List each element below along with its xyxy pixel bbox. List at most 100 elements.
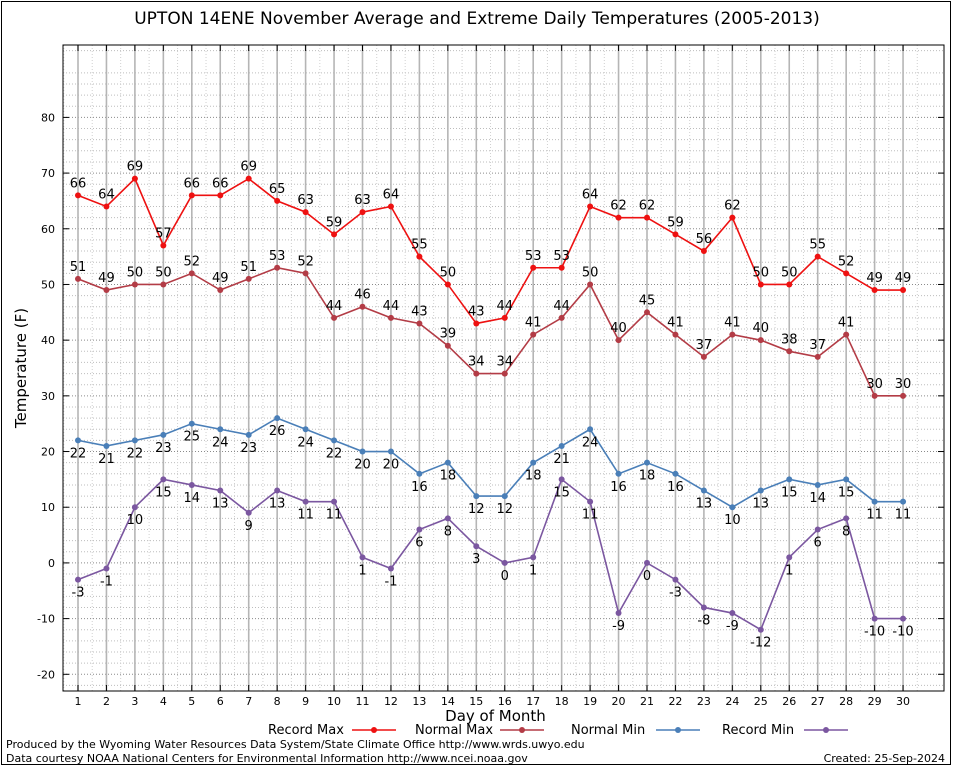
record-min-point [843, 515, 850, 522]
record-max-data-label: 69 [240, 160, 257, 175]
record-max-point [558, 264, 565, 271]
legend-marker-normal-max [519, 727, 525, 733]
normal-min-point [871, 498, 878, 505]
record-min-data-label: -10 [892, 625, 913, 640]
normal-max-point [615, 337, 622, 344]
x-axis-label: Day of Month [445, 707, 546, 725]
normal-min-data-label: 15 [781, 485, 798, 500]
normal-max-data-label: 53 [269, 249, 286, 264]
footer-created: Created: 25-Sep-2024 [823, 752, 945, 765]
record-max-point [644, 214, 650, 221]
normal-min-point [416, 470, 423, 477]
record-min-point [160, 476, 167, 483]
normal-min-point [558, 442, 565, 449]
record-min-data-label: -3 [72, 586, 85, 601]
record-max-point [245, 175, 252, 182]
normal-min-point [302, 426, 309, 433]
normal-max-data-label: 40 [753, 321, 770, 336]
normal-max-point [217, 287, 224, 294]
normal-max-point [587, 281, 594, 288]
normal-min-data-label: 10 [724, 513, 741, 528]
normal-max-point [359, 303, 366, 310]
record-min-point [558, 476, 565, 483]
normal-max-point [871, 392, 878, 399]
record-max-point [160, 242, 167, 249]
normal-min-point [615, 470, 622, 477]
x-tick-label: 15 [469, 695, 483, 708]
record-min-point [501, 559, 508, 566]
normal-min-data-label: 15 [838, 485, 855, 500]
normal-min-point [814, 481, 821, 488]
y-tick-label: 80 [41, 111, 55, 124]
y-tick-label: 0 [48, 557, 55, 570]
normal-max-data-label: 49 [212, 271, 229, 286]
record-max-data-label: 66 [70, 176, 87, 191]
record-max-point [302, 209, 309, 216]
normal-min-point [245, 431, 252, 438]
record-min-point [245, 509, 252, 516]
normal-min-data-label: 14 [809, 491, 826, 506]
normal-min-point [729, 504, 736, 511]
record-min-data-label: 0 [501, 569, 509, 584]
x-tick-label: 18 [555, 695, 569, 708]
normal-max-point [103, 287, 110, 294]
normal-max-data-label: 51 [70, 260, 87, 275]
record-min-point [387, 565, 394, 572]
record-max-point [359, 209, 366, 216]
record-max-point [416, 253, 423, 260]
record-max-data-label: 49 [866, 271, 883, 286]
record-min-point [217, 487, 224, 494]
normal-max-data-label: 50 [582, 265, 599, 280]
x-tick-label: 8 [274, 695, 281, 708]
x-tick-label: 11 [356, 695, 370, 708]
record-max-point [103, 203, 110, 210]
y-tick-label: 40 [41, 334, 55, 347]
record-min-point [786, 554, 793, 561]
normal-max-data-label: 44 [383, 299, 400, 314]
record-min-data-label: -9 [726, 619, 739, 634]
record-max-data-label: 43 [468, 304, 485, 319]
normal-max-point [245, 275, 252, 282]
legend-label-record-min: Record Min [722, 723, 794, 738]
record-max-point [786, 281, 793, 288]
record-min-point [188, 481, 195, 488]
x-tick-label: 7 [245, 695, 252, 708]
normal-min-data-label: 22 [326, 446, 343, 461]
record-min-point [615, 610, 622, 617]
legend-label-normal-max: Normal Max [415, 723, 493, 738]
record-min-point [75, 576, 81, 583]
normal-max-line [77, 266, 904, 397]
record-max-point [217, 192, 224, 199]
x-tick-label: 5 [188, 695, 195, 708]
record-min-point [700, 604, 707, 611]
y-tick-label: 50 [41, 278, 55, 291]
normal-max-data-label: 30 [895, 377, 912, 392]
normal-max-data-label: 41 [667, 316, 684, 331]
record-max-data-label: 55 [411, 238, 428, 253]
legend-label-record-max: Record Max [268, 723, 344, 738]
record-max-data-label: 53 [525, 249, 542, 264]
record-min-data-label: 8 [842, 524, 850, 539]
record-max-data-label: 69 [127, 160, 144, 175]
record-max-point [75, 192, 81, 199]
normal-min-data-label: 21 [553, 452, 570, 467]
record-max-data-label: 56 [696, 232, 713, 247]
record-min-point [672, 576, 679, 583]
normal-min-data-label: 18 [440, 469, 457, 484]
record-max-point [757, 281, 764, 288]
record-min-data-label: 15 [553, 485, 570, 500]
normal-max-point [900, 392, 907, 399]
record-max-data-label: 53 [553, 249, 570, 264]
normal-max-data-label: 34 [468, 355, 485, 370]
record-max-data-label: 66 [184, 176, 201, 191]
record-min-data-label: -3 [669, 586, 682, 601]
normal-min-data-label: 24 [297, 435, 314, 450]
normal-max-data-label: 52 [297, 254, 314, 269]
x-tick-label: 23 [697, 695, 711, 708]
record-max-point [331, 231, 338, 238]
normal-min-point [160, 431, 167, 438]
normal-max-point [558, 314, 565, 321]
normal-max-point [188, 270, 195, 277]
x-tick-label: 6 [217, 695, 224, 708]
